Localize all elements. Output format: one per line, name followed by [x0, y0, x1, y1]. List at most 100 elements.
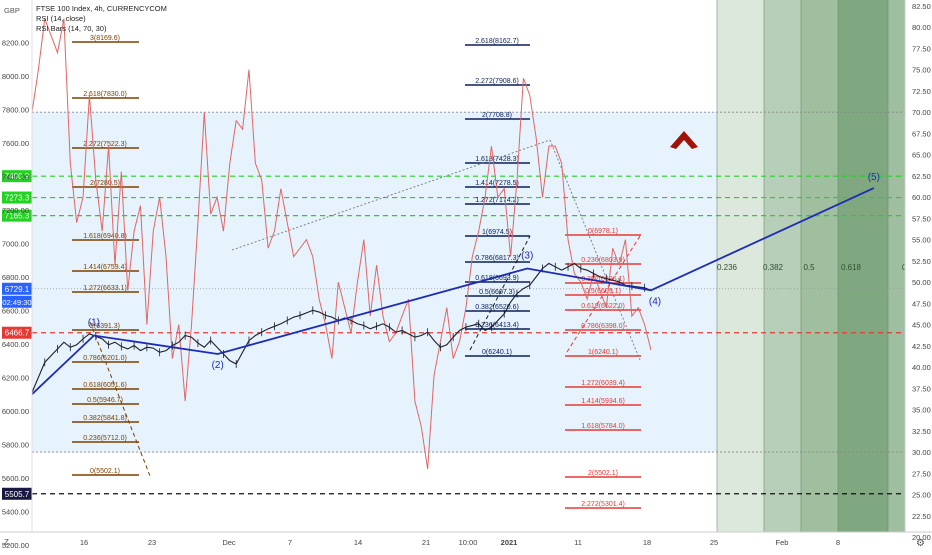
- time-tick: Feb: [776, 538, 789, 547]
- fib-label: 0(5502.1): [90, 468, 120, 475]
- fib-label: 2(5502.1): [588, 470, 618, 477]
- level-tag: [2, 326, 32, 339]
- level-tag-text: 7165.3: [5, 212, 30, 221]
- fib-label: 0.236(6413.4): [475, 322, 519, 329]
- time-tick: 7: [288, 538, 292, 547]
- time-zone-1: [764, 0, 801, 532]
- rsi-tick: 65.00: [912, 151, 931, 160]
- wave-label: (4): [649, 296, 661, 307]
- price-tick: 5200.00: [2, 541, 29, 550]
- time-zone-0: [717, 0, 764, 532]
- price-tick: 6600.00: [2, 306, 29, 315]
- time-tick: 18: [643, 538, 651, 547]
- countdown-tag: [2, 295, 32, 308]
- horizontal-levels: 7400.9 7273.3 7165.3 6466.7 5505.7 6729.1 02:4…: [2, 170, 905, 500]
- time-tick: 16: [80, 538, 88, 547]
- time-fib-label: 0.382: [763, 263, 784, 272]
- price-tick: 6200.00: [2, 373, 29, 382]
- rsi-tick: 42.50: [912, 342, 931, 351]
- fib-label: 1.414(6759.4): [83, 264, 127, 271]
- zoom-button[interactable]: Z: [4, 538, 9, 547]
- price-tick: 7600.00: [2, 139, 29, 148]
- rsi-tick: 50.00: [912, 278, 931, 287]
- price-tick: 6400.00: [2, 340, 29, 349]
- price-tick: 5600.00: [2, 474, 29, 483]
- price-tick: 6800.00: [2, 273, 29, 282]
- rsi-tick: 47.50: [912, 299, 931, 308]
- rsi-tick: 80.00: [912, 23, 931, 32]
- zoom-label: Z: [4, 538, 9, 547]
- rsi-tick: 30.00: [912, 448, 931, 457]
- currency-label: GBP: [4, 6, 20, 15]
- header-line: RSI Bars (14, 70, 30): [36, 24, 107, 33]
- rsi-tick: 52.50: [912, 257, 931, 266]
- price-tick: 8000.00: [2, 72, 29, 81]
- fib-label: 0.382(6520.6): [475, 304, 519, 311]
- fib-label: 0.5(6607.3): [479, 289, 515, 296]
- fib-label: 0.5(5946.7): [87, 397, 123, 404]
- up-arrow-icon: [670, 131, 698, 149]
- dotted-grid: [32, 111, 905, 453]
- time-tick: 21: [422, 538, 430, 547]
- rsi-tick: 70.00: [912, 108, 931, 117]
- level-tag: [2, 487, 32, 500]
- level-tag-text: 5505.7: [5, 490, 30, 499]
- fib-label: 1(6974.5): [482, 229, 512, 236]
- elliott-wave-line: [31, 187, 875, 395]
- price-tick: 7400.00: [2, 172, 29, 181]
- rsi-tick: 72.50: [912, 87, 931, 96]
- fib-label: 2.618(7830.0): [83, 91, 127, 98]
- time-tick: 8: [836, 538, 840, 547]
- fib-label: 0.618(6522.0): [581, 303, 625, 310]
- bottom-axis-bg: [0, 532, 932, 550]
- rsi-tick: 20.00: [912, 533, 931, 542]
- fib-label: 0.382(6696.1): [581, 276, 625, 283]
- fib-label: 1(6240.1): [588, 349, 618, 356]
- trend-dotted: [231, 139, 551, 251]
- fib-label: 2(7708.8): [482, 112, 512, 119]
- time-tick: 2021: [501, 538, 518, 547]
- rsi-tick: 77.50: [912, 44, 931, 53]
- fib-label: 2.272(5301.4): [581, 501, 625, 508]
- time-zone-4: [888, 0, 905, 532]
- price-tick: 8200.00: [2, 38, 29, 47]
- gear-icon: ⚙: [916, 538, 925, 549]
- rsi-tick: 37.50: [912, 384, 931, 393]
- price-tick: 5800.00: [2, 440, 29, 449]
- fib-label: 1(6391.3): [90, 323, 120, 330]
- header-line: RSI (14, close): [36, 14, 86, 23]
- time-tick: 11: [574, 538, 582, 547]
- price-tick: 7200.00: [2, 206, 29, 215]
- fib-label: 0(6240.1): [482, 349, 512, 356]
- fib-label: 1.618(5784.0): [581, 423, 625, 430]
- fib-label: 0.786(6817.3): [475, 255, 519, 262]
- price-tick: 6000.00: [2, 407, 29, 416]
- fib-label: 2(7280.5): [90, 180, 120, 187]
- price-tick: 7000.00: [2, 239, 29, 248]
- time-fib-label: 0.236: [717, 263, 738, 272]
- fib-label: 0.382(5841.8): [83, 415, 127, 422]
- fib-label: 1.272(6633.1): [83, 285, 127, 292]
- fibonacci-levels: 3(8169.6) 2.618(7830.0) 2.272(7522.3) 2(728…: [72, 35, 641, 509]
- rsi-tick: 40.00: [912, 363, 931, 372]
- rsi-tick: 60.00: [912, 193, 931, 202]
- last-price-tag: [2, 282, 32, 295]
- time-fib-label: 0.618: [841, 263, 862, 272]
- rsi-tick: 32.50: [912, 427, 931, 436]
- price-tick: 5400.00: [2, 507, 29, 516]
- settings-button[interactable]: ⚙: [916, 538, 925, 549]
- fib-label: 1.272(6039.4): [581, 380, 625, 387]
- level-tag-text: 7273.3: [5, 194, 30, 203]
- rsi-tick: 75.00: [912, 66, 931, 75]
- fib-label: 0.786(6398.0): [581, 323, 625, 330]
- fib-label: 0.236(6803.9): [581, 257, 625, 264]
- wave-label: (2): [212, 360, 224, 371]
- fib-label: 1.272(7174.2): [475, 197, 519, 204]
- fib-label: 0.236(5712.0): [83, 435, 127, 442]
- level-tag-text: 6466.7: [5, 329, 30, 338]
- rsi-tick: 27.50: [912, 469, 931, 478]
- fib-label: 0.5(6609.1): [585, 288, 621, 295]
- fib-label: 1.414(5934.6): [581, 398, 625, 405]
